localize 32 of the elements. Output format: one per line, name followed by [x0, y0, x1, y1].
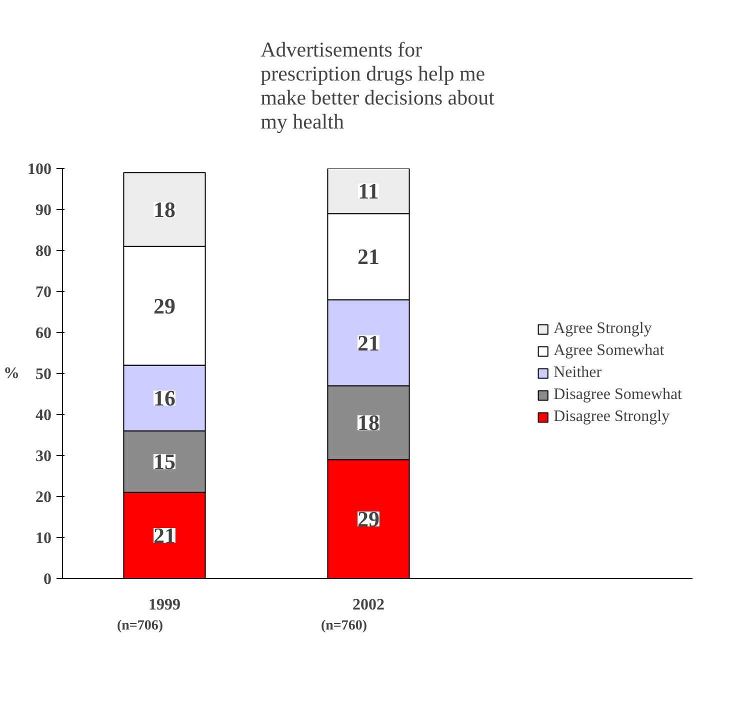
chart-title: Advertisements for prescription drugs help me make better decisions about my health [260, 38, 495, 134]
y-tick-label: 80 [36, 243, 52, 260]
legend-label: Disagree Strongly [554, 408, 670, 426]
text: (n=760) [320, 618, 368, 634]
y-tick-label: 100 [28, 161, 52, 178]
data-label: 21 [358, 244, 380, 270]
text: (n=706) [116, 618, 164, 634]
legend-label: Neither [554, 364, 602, 382]
data-label: 29 [154, 293, 176, 318]
legend-label: Agree Strongly [554, 320, 652, 338]
y-tick-label: 60 [36, 325, 52, 342]
data-label: 21 [358, 330, 380, 356]
y-tick-label: 30 [36, 448, 52, 465]
y-tick-label: 40 [36, 407, 52, 424]
y-tick-label: 90 [36, 202, 52, 219]
y-tick-label: 0 [44, 571, 52, 588]
data-label: 29 [358, 506, 380, 532]
x-tick-label: 1999 [148, 596, 180, 614]
y-tick-label: 70 [36, 284, 52, 301]
y-axis-title: % [4, 365, 20, 382]
data-label: 21 [154, 522, 176, 548]
y-tick-label: 10 [36, 530, 52, 547]
legend-label: Agree Somewhat [554, 342, 664, 360]
y-tick-label: 50 [36, 366, 52, 383]
data-label: 18 [154, 197, 176, 222]
data-label: 15 [154, 449, 176, 474]
x-tick-label: 2002 [352, 596, 384, 614]
legend-label: Disagree Somewhat [554, 386, 682, 404]
y-tick-label: 20 [36, 489, 52, 506]
data-label: 11 [358, 178, 379, 204]
data-label: 18 [358, 410, 380, 436]
data-label: 16 [154, 386, 176, 411]
